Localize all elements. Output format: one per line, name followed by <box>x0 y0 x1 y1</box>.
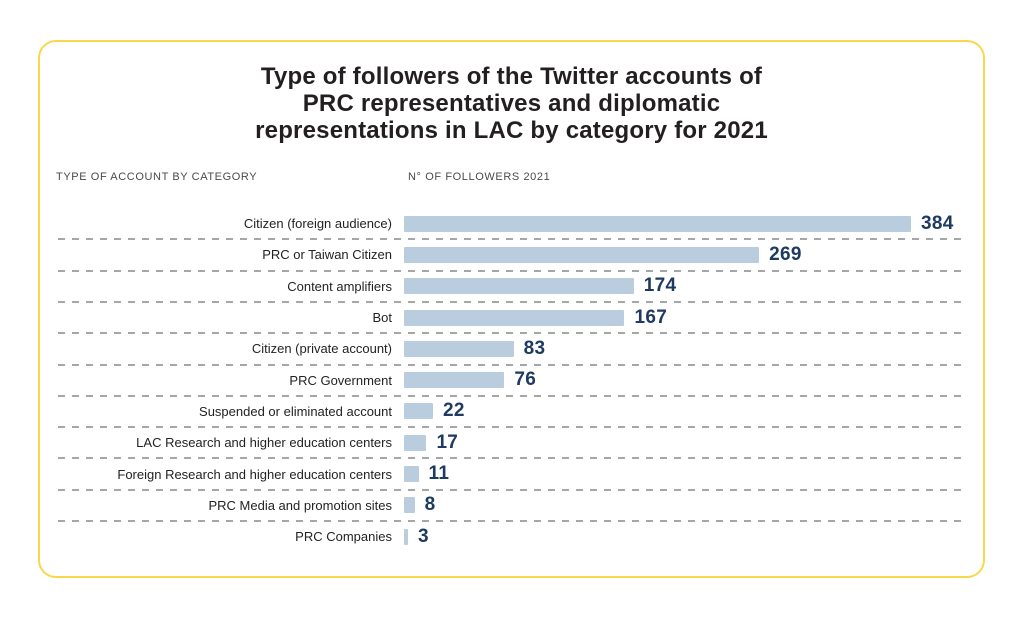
row-separator <box>58 394 963 397</box>
chart-row: PRC or Taiwan Citizen 269 <box>40 239 983 270</box>
category-label: PRC Companies <box>295 529 392 545</box>
row-separator <box>58 269 963 272</box>
value-label: 22 <box>443 400 465 422</box>
chart-card: Type of followers of the Twitter account… <box>38 40 985 578</box>
chart-title-line-3: representations in LAC by category for 2… <box>255 117 768 145</box>
chart-row: Bot 167 <box>40 302 983 333</box>
value-label: 269 <box>769 243 802 265</box>
chart-title: Type of followers of the Twitter account… <box>40 63 983 144</box>
row-separator <box>58 238 963 241</box>
chart-row: Citizen (foreign audience) 384 <box>40 208 983 239</box>
chart-row: Foreign Research and higher education ce… <box>40 458 983 489</box>
value-label: 384 <box>921 212 954 234</box>
category-label: LAC Research and higher education center… <box>136 435 392 451</box>
chart-row: PRC Companies 3 <box>40 521 983 552</box>
chart-row: PRC Media and promotion sites 8 <box>40 490 983 521</box>
bar <box>404 340 514 357</box>
category-label: Foreign Research and higher education ce… <box>117 466 392 482</box>
value-label: 83 <box>523 337 546 359</box>
row-separator <box>58 457 963 460</box>
category-label: Bot <box>372 310 392 326</box>
chart-title-line-2: PRC representatives and diplomatic <box>302 90 721 118</box>
category-label: Content amplifiers <box>287 278 392 294</box>
value-label: 11 <box>428 463 450 485</box>
bar <box>404 497 415 514</box>
chart-row: Suspended or eliminated account 22 <box>40 396 983 427</box>
row-separator <box>58 520 963 522</box>
chart-rows: Citizen (foreign audience) 384 PRC or Taiw… <box>40 208 983 554</box>
row-separator <box>58 363 963 366</box>
bar <box>404 403 434 420</box>
bar <box>404 215 911 232</box>
category-label: Citizen (private account) <box>251 341 392 357</box>
row-separator <box>58 426 963 429</box>
value-label: 3 <box>418 525 429 547</box>
value-label: 174 <box>643 275 677 297</box>
chart-row: LAC Research and higher education center… <box>40 427 983 458</box>
chart-row: PRC Government 76 <box>40 364 983 395</box>
row-separator <box>58 488 963 491</box>
row-separator <box>58 300 963 303</box>
category-label: PRC Media and promotion sites <box>208 497 392 513</box>
bar <box>404 278 634 295</box>
chart-title-line-1: Type of followers of the Twitter account… <box>260 63 763 90</box>
chart-row: Citizen (private account) 83 <box>40 333 983 364</box>
row-separator <box>58 332 963 335</box>
column-header-followers: N° OF FOLLOWERS 2021 <box>408 171 551 183</box>
column-header-category: TYPE OF ACCOUNT BY CATEGORY <box>56 171 258 183</box>
value-label: 76 <box>514 369 537 391</box>
bar <box>404 434 427 451</box>
bar <box>404 466 419 483</box>
category-label: Citizen (foreign audience) <box>243 216 392 232</box>
bar <box>404 372 505 389</box>
bar <box>404 309 625 326</box>
category-label: PRC Government <box>289 372 392 388</box>
value-label: 167 <box>634 306 668 328</box>
column-headers: TYPE OF ACCOUNT BY CATEGORY N° OF FOLLOW… <box>40 171 983 187</box>
value-label: 8 <box>424 494 436 516</box>
bar <box>404 246 760 263</box>
category-label: Suspended or eliminated account <box>199 403 392 419</box>
chart-row: Content amplifiers 174 <box>40 271 983 302</box>
bar <box>404 528 408 545</box>
category-label: PRC or Taiwan Citizen <box>262 247 392 263</box>
value-label: 17 <box>436 431 459 453</box>
